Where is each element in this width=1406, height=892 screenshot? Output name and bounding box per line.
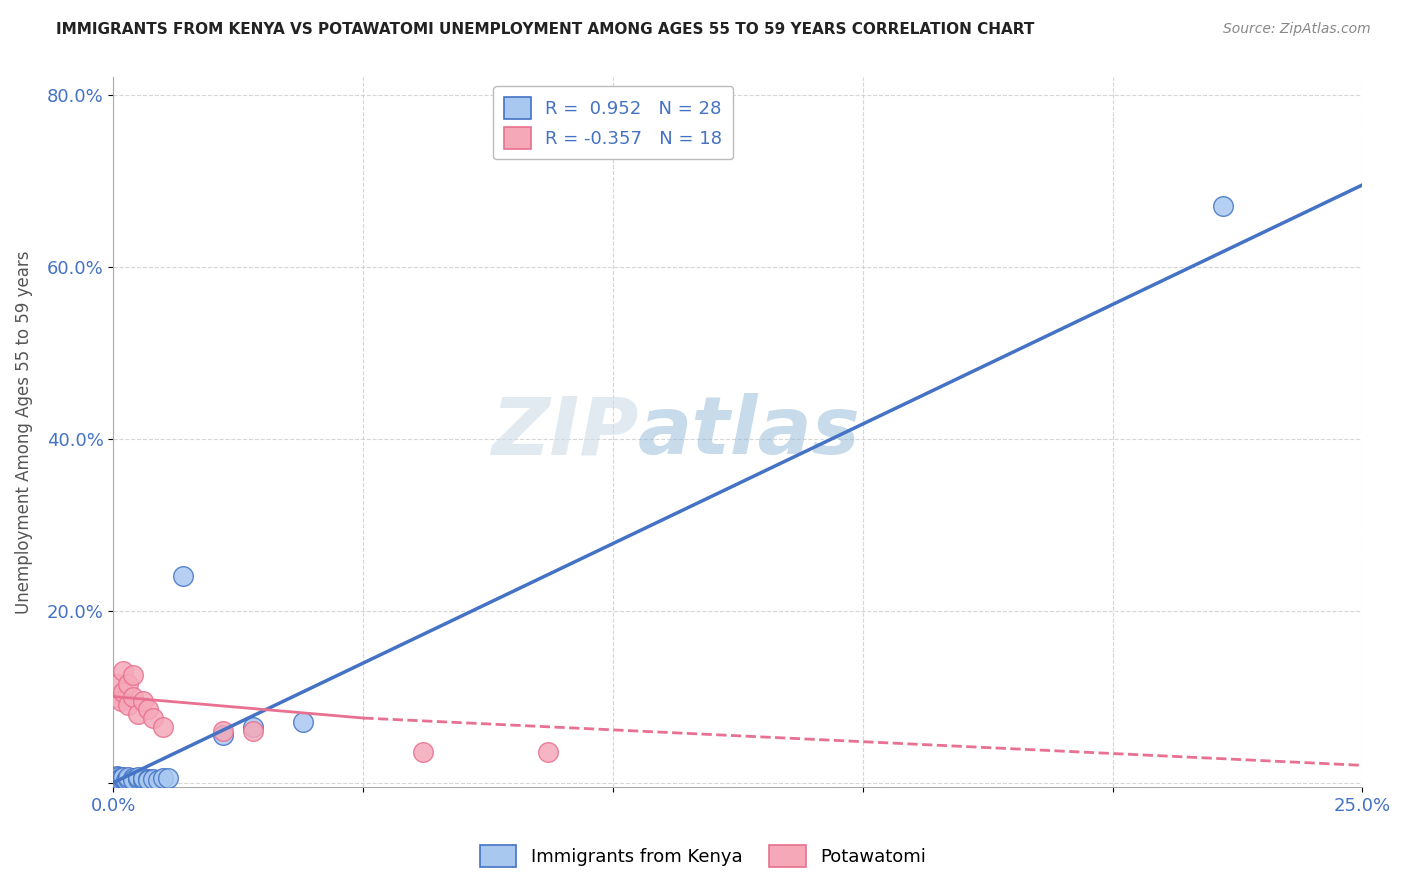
- Point: [108, 772, 131, 786]
- Point: [1212, 199, 1234, 213]
- Point: [122, 690, 145, 704]
- Point: [107, 676, 129, 690]
- Point: [112, 770, 135, 784]
- Y-axis label: Unemployment Among Ages 55 to 59 years: Unemployment Among Ages 55 to 59 years: [15, 251, 32, 614]
- Point: [242, 723, 264, 738]
- Point: [112, 771, 135, 785]
- Point: [132, 694, 155, 708]
- Text: IMMIGRANTS FROM KENYA VS POTAWATOMI UNEMPLOYMENT AMONG AGES 55 TO 59 YEARS CORRE: IMMIGRANTS FROM KENYA VS POTAWATOMI UNEM…: [56, 22, 1035, 37]
- Point: [122, 772, 145, 787]
- Text: ZIP: ZIP: [491, 393, 638, 471]
- Point: [152, 771, 174, 785]
- Point: [212, 728, 235, 742]
- Point: [112, 685, 135, 699]
- Point: [138, 772, 160, 786]
- Point: [212, 723, 235, 738]
- Point: [242, 720, 264, 734]
- Point: [112, 664, 135, 678]
- Point: [142, 772, 165, 786]
- Point: [115, 772, 138, 787]
- Point: [117, 772, 139, 786]
- Point: [152, 720, 174, 734]
- Point: [107, 772, 129, 787]
- Point: [157, 771, 180, 785]
- Point: [117, 676, 139, 690]
- Text: Source: ZipAtlas.com: Source: ZipAtlas.com: [1223, 22, 1371, 37]
- Point: [132, 772, 155, 787]
- Point: [138, 702, 160, 716]
- Point: [292, 715, 315, 730]
- Point: [117, 771, 139, 785]
- Point: [107, 771, 129, 785]
- Point: [138, 772, 160, 787]
- Point: [104, 690, 127, 704]
- Text: atlas: atlas: [638, 393, 860, 471]
- Point: [122, 668, 145, 682]
- Point: [105, 769, 128, 783]
- Point: [537, 746, 560, 760]
- Point: [142, 711, 165, 725]
- Point: [117, 698, 139, 713]
- Point: [148, 772, 170, 787]
- Legend: R =  0.952   N = 28, R = -0.357   N = 18: R = 0.952 N = 28, R = -0.357 N = 18: [494, 87, 733, 160]
- Point: [122, 771, 145, 785]
- Point: [110, 771, 132, 785]
- Point: [172, 569, 194, 583]
- Point: [104, 771, 127, 785]
- Point: [127, 706, 149, 721]
- Point: [127, 770, 149, 784]
- Point: [127, 772, 149, 786]
- Legend: Immigrants from Kenya, Potawatomi: Immigrants from Kenya, Potawatomi: [472, 838, 934, 874]
- Point: [110, 694, 132, 708]
- Point: [132, 771, 155, 785]
- Point: [412, 746, 434, 760]
